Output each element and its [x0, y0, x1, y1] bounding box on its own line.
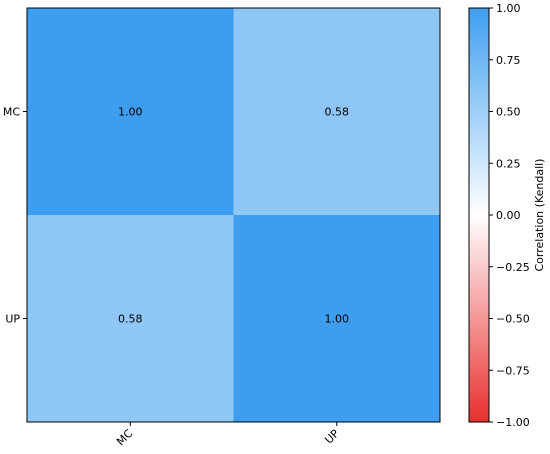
y-axis: MC UP	[3, 106, 27, 326]
y-tick-label: MC	[3, 106, 20, 119]
heatmap-cell-up-mc	[27, 215, 234, 422]
colorbar-tick-label: 0.25	[496, 157, 521, 170]
heatmap-cell-mc-mc	[27, 8, 234, 215]
colorbar-tick-label: 0.00	[496, 209, 521, 222]
heatmap-cell-labels: 1.00 0.58 0.58 1.00	[118, 106, 349, 326]
colorbar-tick-label: 0.75	[496, 54, 521, 67]
cell-value-label: 0.58	[118, 313, 143, 326]
cell-value-label: 1.00	[118, 106, 143, 119]
colorbar-tick-label: 1.00	[496, 2, 521, 15]
cell-value-label: 1.00	[325, 313, 350, 326]
colorbar-tick-label: −1.00	[496, 416, 530, 429]
colorbar-tick-label: −0.50	[496, 313, 530, 326]
heatmap-cell-up-up	[233, 215, 440, 422]
colorbar	[468, 7, 490, 423]
heatmap-cell-mc-up	[233, 8, 440, 215]
colorbar-tick-label: −0.75	[496, 364, 530, 377]
colorbar-label: Correlation (Kendall)	[533, 159, 546, 272]
colorbar-ticks: 1.00 0.75 0.50 0.25 0.00 −0.25 −0.50 −0.75 −1.00	[489, 2, 530, 429]
colorbar-tick-label: 0.50	[496, 106, 521, 119]
cell-value-label: 0.58	[325, 106, 350, 119]
plot-frame	[26, 7, 441, 423]
heatmap-cells	[27, 8, 440, 422]
x-axis: MC UP	[114, 422, 342, 448]
x-tick-label: MC	[114, 427, 136, 449]
x-tick-label: UP	[322, 427, 342, 447]
colorbar-tick-label: −0.25	[496, 261, 530, 274]
y-tick-label: UP	[5, 313, 20, 326]
